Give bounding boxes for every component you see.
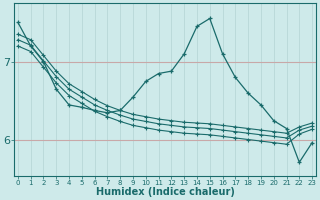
X-axis label: Humidex (Indice chaleur): Humidex (Indice chaleur) xyxy=(96,187,235,197)
